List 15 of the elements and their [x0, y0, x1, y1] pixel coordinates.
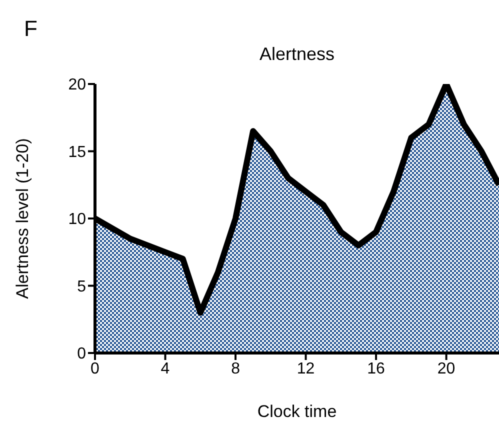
y-tick-label: 5: [77, 278, 86, 296]
y-tick-label: 0: [77, 346, 86, 363]
text: F: [24, 16, 38, 42]
x-tick-label: 12: [296, 360, 315, 378]
x-tick-label: 0: [90, 360, 100, 378]
x-tick-label: 20: [437, 360, 456, 378]
x-tick-label: 4: [160, 360, 170, 378]
x-tick-label: 16: [367, 360, 386, 378]
chart-title: Alertness: [258, 44, 336, 65]
x-tick-label: 8: [231, 360, 240, 378]
y-axis-title: Alertness level (1-20): [13, 138, 32, 299]
x-axis-title: Clock time: [257, 402, 337, 421]
y-tick-label: 20: [68, 76, 86, 94]
y-tick-label: 10: [68, 211, 86, 228]
y-tick-label: 15: [68, 144, 86, 161]
